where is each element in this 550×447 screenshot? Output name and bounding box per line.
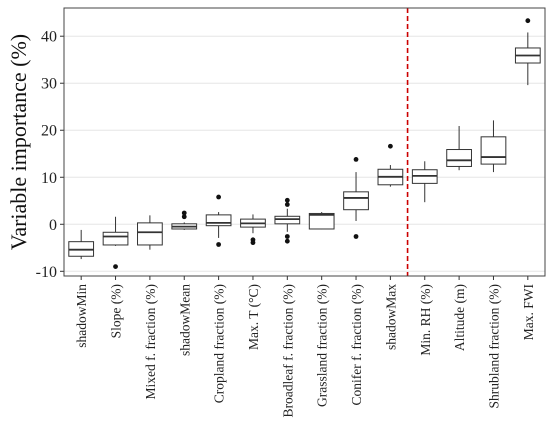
boxplot-5	[240, 214, 266, 246]
boxplot-10	[411, 161, 438, 203]
outlier-point	[250, 240, 256, 246]
iqr-box	[480, 136, 507, 165]
iqr-box	[137, 222, 163, 246]
y-tick-label: 0	[49, 217, 57, 234]
boxplots	[68, 18, 541, 269]
x-category-label: Broadleaf f. fraction (%)	[280, 284, 295, 417]
outlier-point	[525, 18, 531, 24]
outlier-point	[216, 242, 222, 247]
boxplot-1	[102, 216, 129, 269]
x-category-label: Min. RH (%)	[418, 284, 433, 356]
boxplot-8	[343, 156, 369, 239]
boxplot-4	[205, 194, 232, 247]
y-tick-label: 10	[41, 170, 57, 187]
x-category-label: shadowMean	[177, 284, 192, 356]
outlier-point	[216, 194, 222, 200]
gridlines	[64, 35, 545, 272]
axes: -10 0 10 20 30 40 shadowMin Slope (%) Mixed f. f…	[36, 7, 546, 417]
outlier-point	[353, 156, 359, 162]
outlier-point	[181, 210, 187, 216]
x-category-label: Max. T (°C)	[246, 284, 261, 350]
iqr-box	[102, 231, 129, 246]
x-category-label: Cropland fraction (%)	[212, 284, 227, 403]
x-category-label: Grassland fraction (%)	[315, 284, 330, 407]
boxplot-12	[480, 120, 507, 173]
outlier-point	[113, 264, 118, 269]
x-category-label: Altitude (m)	[452, 284, 467, 351]
x-category-label: shadowMax	[383, 284, 398, 350]
iqr-box	[205, 214, 232, 227]
outlier-point	[284, 238, 290, 244]
y-tick-label: 20	[41, 123, 57, 140]
outlier-point	[284, 197, 290, 203]
x-category-label: Shrubland fraction (%)	[486, 284, 501, 408]
y-tick-label: 30	[41, 76, 57, 93]
iqr-box	[343, 191, 369, 211]
boxplot-9	[377, 143, 404, 187]
y-axis-title: Variable importance (%)	[6, 34, 31, 250]
boxplot-7	[308, 212, 335, 230]
y-tick-label: -10	[36, 264, 57, 281]
x-category-label: Conifer f. fraction (%)	[349, 284, 364, 405]
outlier-point	[387, 143, 393, 149]
x-category-label: Max. FWI	[521, 284, 536, 341]
iqr-box	[308, 212, 335, 230]
iqr-box	[446, 149, 472, 167]
boxplot-2	[137, 215, 163, 250]
boxplot-13	[514, 18, 541, 86]
boxplot-3	[171, 210, 198, 230]
x-category-label: shadowMin	[74, 284, 89, 348]
outlier-point	[353, 234, 359, 239]
x-category-label: Slope (%)	[109, 284, 124, 338]
boxplot-11	[446, 126, 472, 171]
panel-border	[63, 7, 546, 277]
outlier-point	[284, 202, 290, 207]
iqr-box	[274, 215, 301, 225]
boxplot-6	[274, 197, 301, 244]
outlier-point	[284, 234, 290, 239]
y-tick-label: 40	[41, 29, 57, 46]
outlier-point	[181, 214, 187, 220]
x-category-label: Mixed f. fraction (%)	[143, 284, 158, 399]
boxplot-0	[68, 229, 95, 260]
